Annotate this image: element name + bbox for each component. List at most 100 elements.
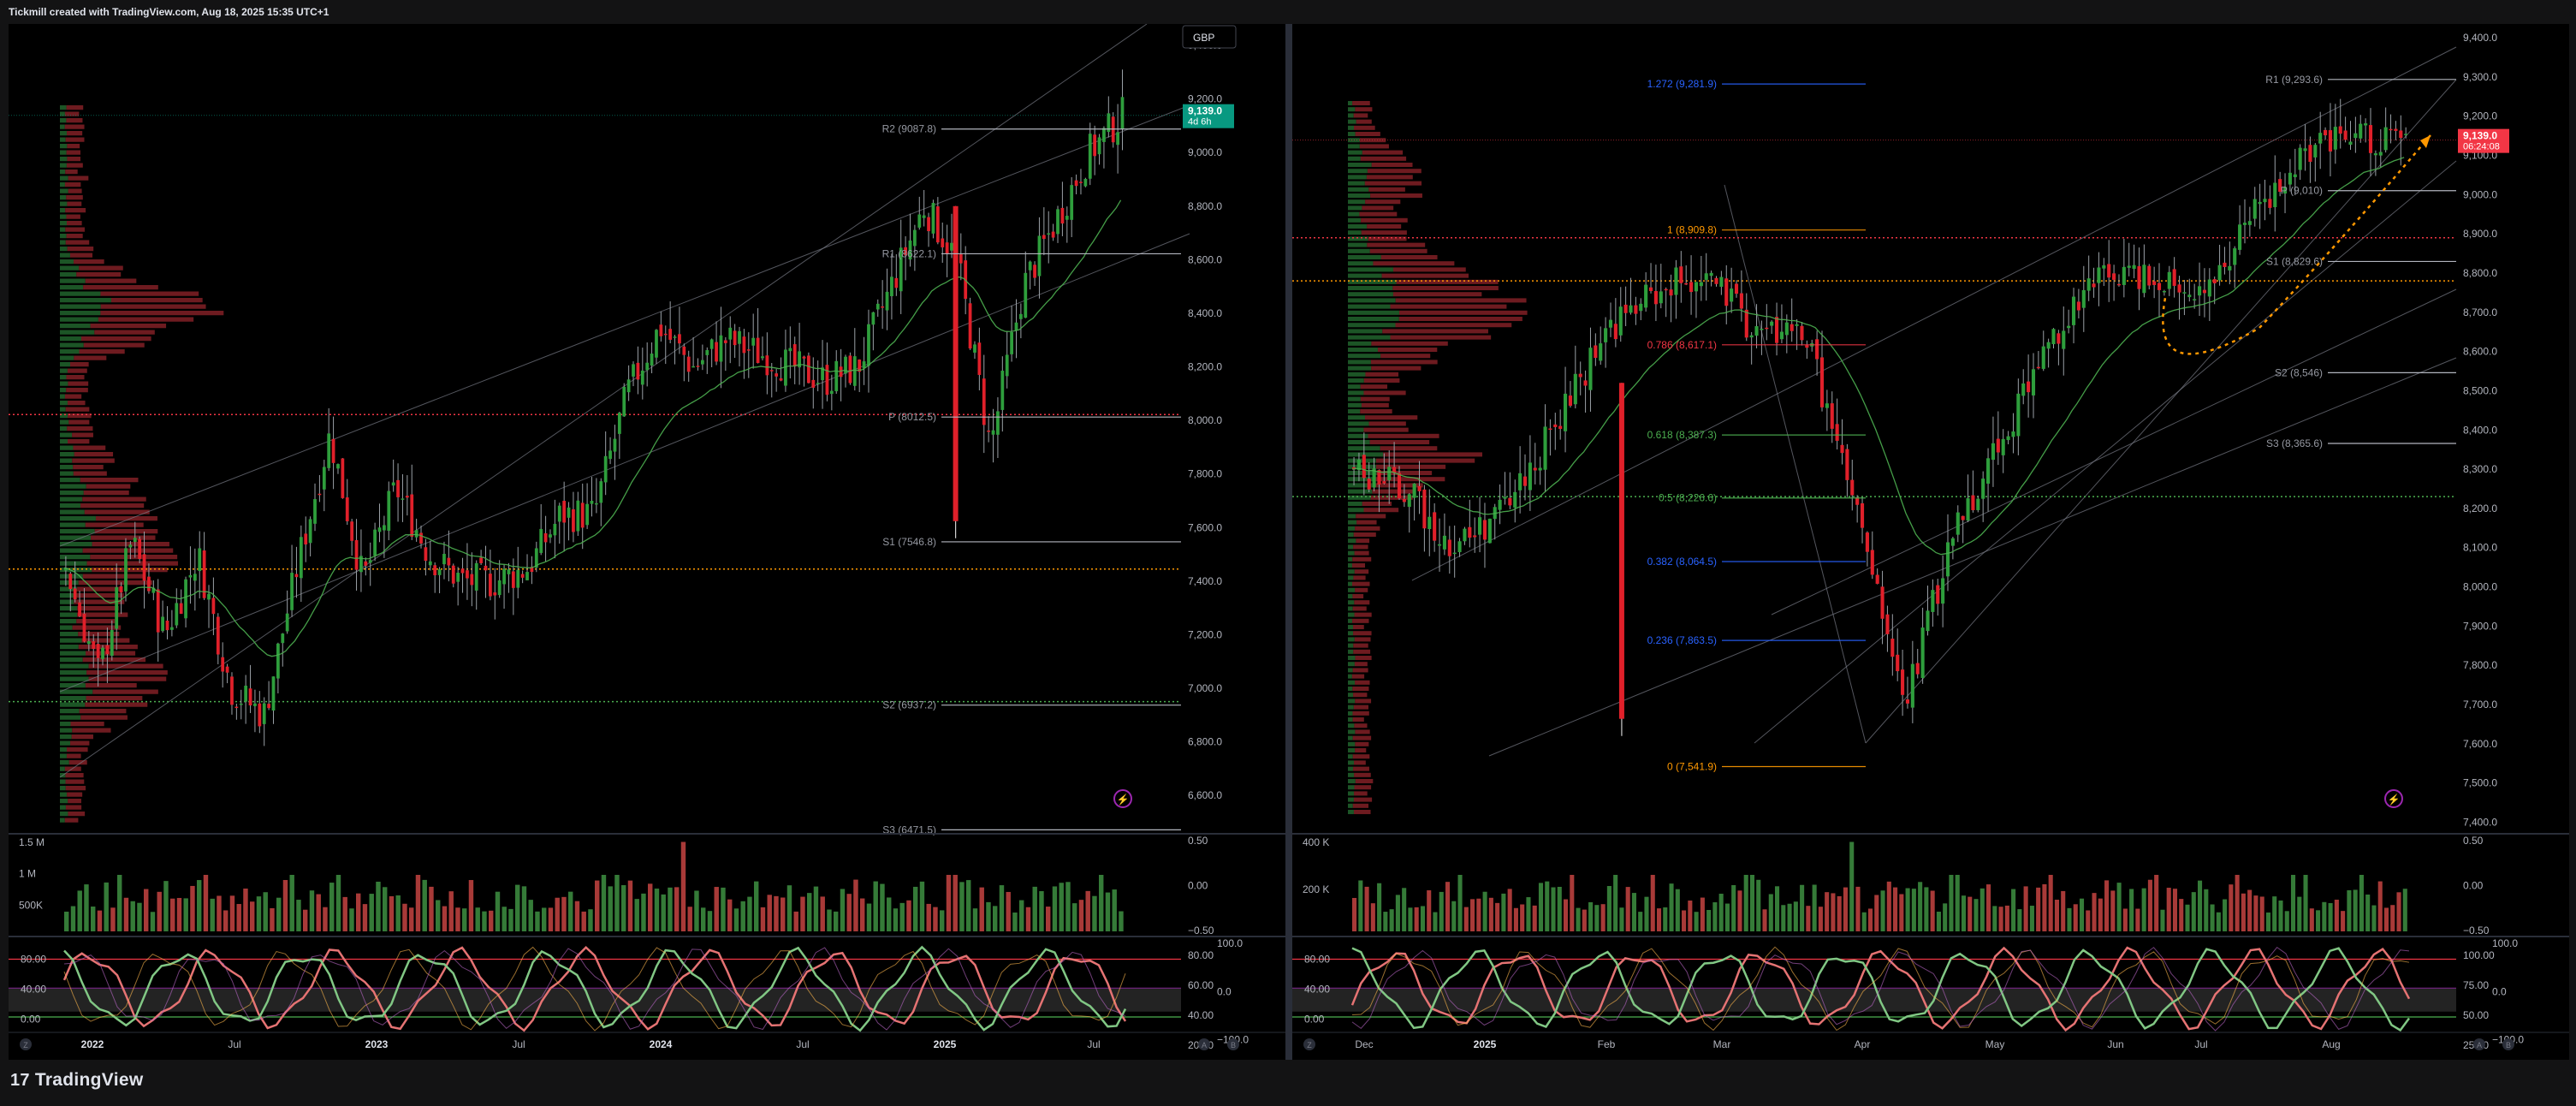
tradingview-logo[interactable]: 17 TradingView — [10, 1070, 143, 1091]
right-chart-panel[interactable]: R1 (9,293.6) P (9,010) S1 (8,829.6) S2 (8,5… — [1292, 24, 2569, 1060]
volume-profile-bar-up — [1348, 193, 1371, 199]
time-axis-label: Jul — [512, 1038, 525, 1050]
candle-up — [368, 560, 372, 563]
volume-profile-bar-up — [60, 137, 66, 142]
volume-profile-bar-down — [1377, 348, 1438, 353]
candle-down — [1042, 235, 1046, 240]
volume-bar — [2297, 896, 2302, 931]
volume-profile-bar-up — [60, 163, 67, 168]
candle-down — [1522, 476, 1528, 486]
candle-down — [723, 340, 727, 343]
volume-bar — [130, 901, 135, 931]
candle-down — [2112, 273, 2116, 280]
candle-up — [2122, 266, 2126, 285]
volume-bar — [1812, 884, 1817, 931]
volume-profile-bar-down — [1353, 705, 1369, 710]
candle-up — [871, 312, 875, 325]
volume-profile-bar-down — [68, 175, 89, 181]
right-chart-svg[interactable]: R1 (9,293.6) P (9,010) S1 (8,829.6) S2 (8,5… — [1292, 24, 2569, 1060]
candle-up — [2167, 271, 2171, 289]
candle-down — [2107, 264, 2111, 278]
candle-up — [1037, 235, 1042, 276]
volume-profile-bar-down — [1392, 286, 1499, 291]
volume-bar — [621, 885, 626, 931]
candle-down — [1093, 134, 1097, 157]
volume-profile-bar-down — [1354, 612, 1372, 617]
candle-up — [1538, 467, 1542, 471]
left-chart-svg[interactable]: R2 (9087.8) R1 (8622.1) P (8012.5) S1 (7546… — [9, 23, 1285, 1060]
left-chart-panel[interactable]: R2 (9087.8) R1 (8622.1) P (8012.5) S1 (7546… — [9, 23, 1285, 1060]
candle-down — [424, 547, 428, 562]
candle-up — [2273, 182, 2277, 208]
candle-down — [179, 603, 183, 615]
volume-profile-bar-down — [1361, 217, 1408, 223]
volume-bar — [1105, 892, 1111, 931]
oscillator-right-tick-a: 0.0 — [2492, 985, 2507, 997]
candle-up — [1926, 610, 1930, 632]
candle-up — [428, 561, 432, 566]
volume-profile-bar-down — [1352, 711, 1369, 716]
oscillator-right-tick-a: 0.0 — [1217, 985, 1232, 997]
volume-bar — [2223, 899, 2228, 931]
volume-profile-bar-down — [1398, 310, 1528, 315]
volume-profile-bar-down — [92, 568, 168, 573]
volume-profile-bar-up — [1348, 440, 1370, 445]
volume-profile-bar-up — [60, 555, 91, 560]
volume-profile-bar-up — [1348, 292, 1393, 297]
volume-profile-bar-down — [65, 805, 82, 810]
volume-profile-bar-up — [60, 144, 68, 149]
panel-divider[interactable] — [1285, 24, 1292, 1060]
volume-bar — [2216, 912, 2221, 931]
volume-profile-bar-down — [86, 484, 131, 489]
candle-up — [2263, 199, 2267, 203]
volume-profile-bar-down — [85, 683, 137, 688]
candle-spike-body — [953, 205, 959, 521]
candle-up — [2318, 133, 2323, 144]
volume-profile-bar-down — [64, 111, 80, 116]
volume-bar — [846, 894, 852, 931]
candle-down — [304, 533, 308, 544]
volume-profile-bar-down — [1354, 662, 1368, 667]
volume-profile-bar-down — [1380, 255, 1438, 260]
volume-bar — [415, 875, 421, 931]
volume-profile-bar-down — [1368, 433, 1439, 438]
price-axis-tick: 7,500.0 — [2463, 777, 2497, 789]
volume-bar — [781, 897, 786, 931]
candle-up — [188, 574, 193, 578]
candle-down — [345, 497, 349, 521]
volume-bar — [183, 898, 188, 931]
candle-up — [852, 356, 857, 386]
volume-profile-bar-up — [60, 407, 66, 412]
volume-bar — [1588, 901, 1594, 931]
candle-down — [92, 641, 96, 649]
price-axis-tick: 8,900.0 — [2463, 228, 2497, 240]
volume-bar — [502, 907, 507, 931]
volume-bar — [2023, 886, 2028, 931]
volume-profile-bar-down — [1354, 791, 1368, 796]
candle-up — [1014, 322, 1018, 331]
candle-up — [2142, 265, 2146, 294]
candle-down — [1744, 309, 1748, 338]
candle-down — [1468, 526, 1472, 538]
volume-profile-bar-down — [1351, 563, 1366, 568]
fib-level-label: 0.236 (7,863.5) — [1647, 634, 1717, 646]
volume-bar — [2334, 899, 2339, 931]
volume-profile-bar-down — [1356, 119, 1372, 124]
volume-bar — [1843, 887, 1848, 931]
candle-down — [733, 330, 737, 346]
fib-level-label: 1 (8,909.8) — [1667, 224, 1717, 236]
volume-bar — [1669, 883, 1674, 931]
volume-profile-bar-up — [60, 240, 66, 245]
volume-profile-bar-up — [1348, 396, 1361, 401]
volume-profile-bar-down — [1390, 335, 1492, 340]
candle-down — [742, 336, 746, 354]
volume-profile-bar-up — [60, 702, 86, 707]
volume-profile-bar-down — [66, 150, 80, 155]
candle-up — [617, 413, 621, 434]
candle-down — [2399, 130, 2403, 139]
candle-down — [460, 568, 465, 574]
volume-profile-bar-down — [1364, 181, 1422, 186]
volume-profile-bar-down — [1375, 458, 1475, 463]
candle-down — [1548, 428, 1552, 431]
volume-bar — [1800, 884, 1805, 931]
